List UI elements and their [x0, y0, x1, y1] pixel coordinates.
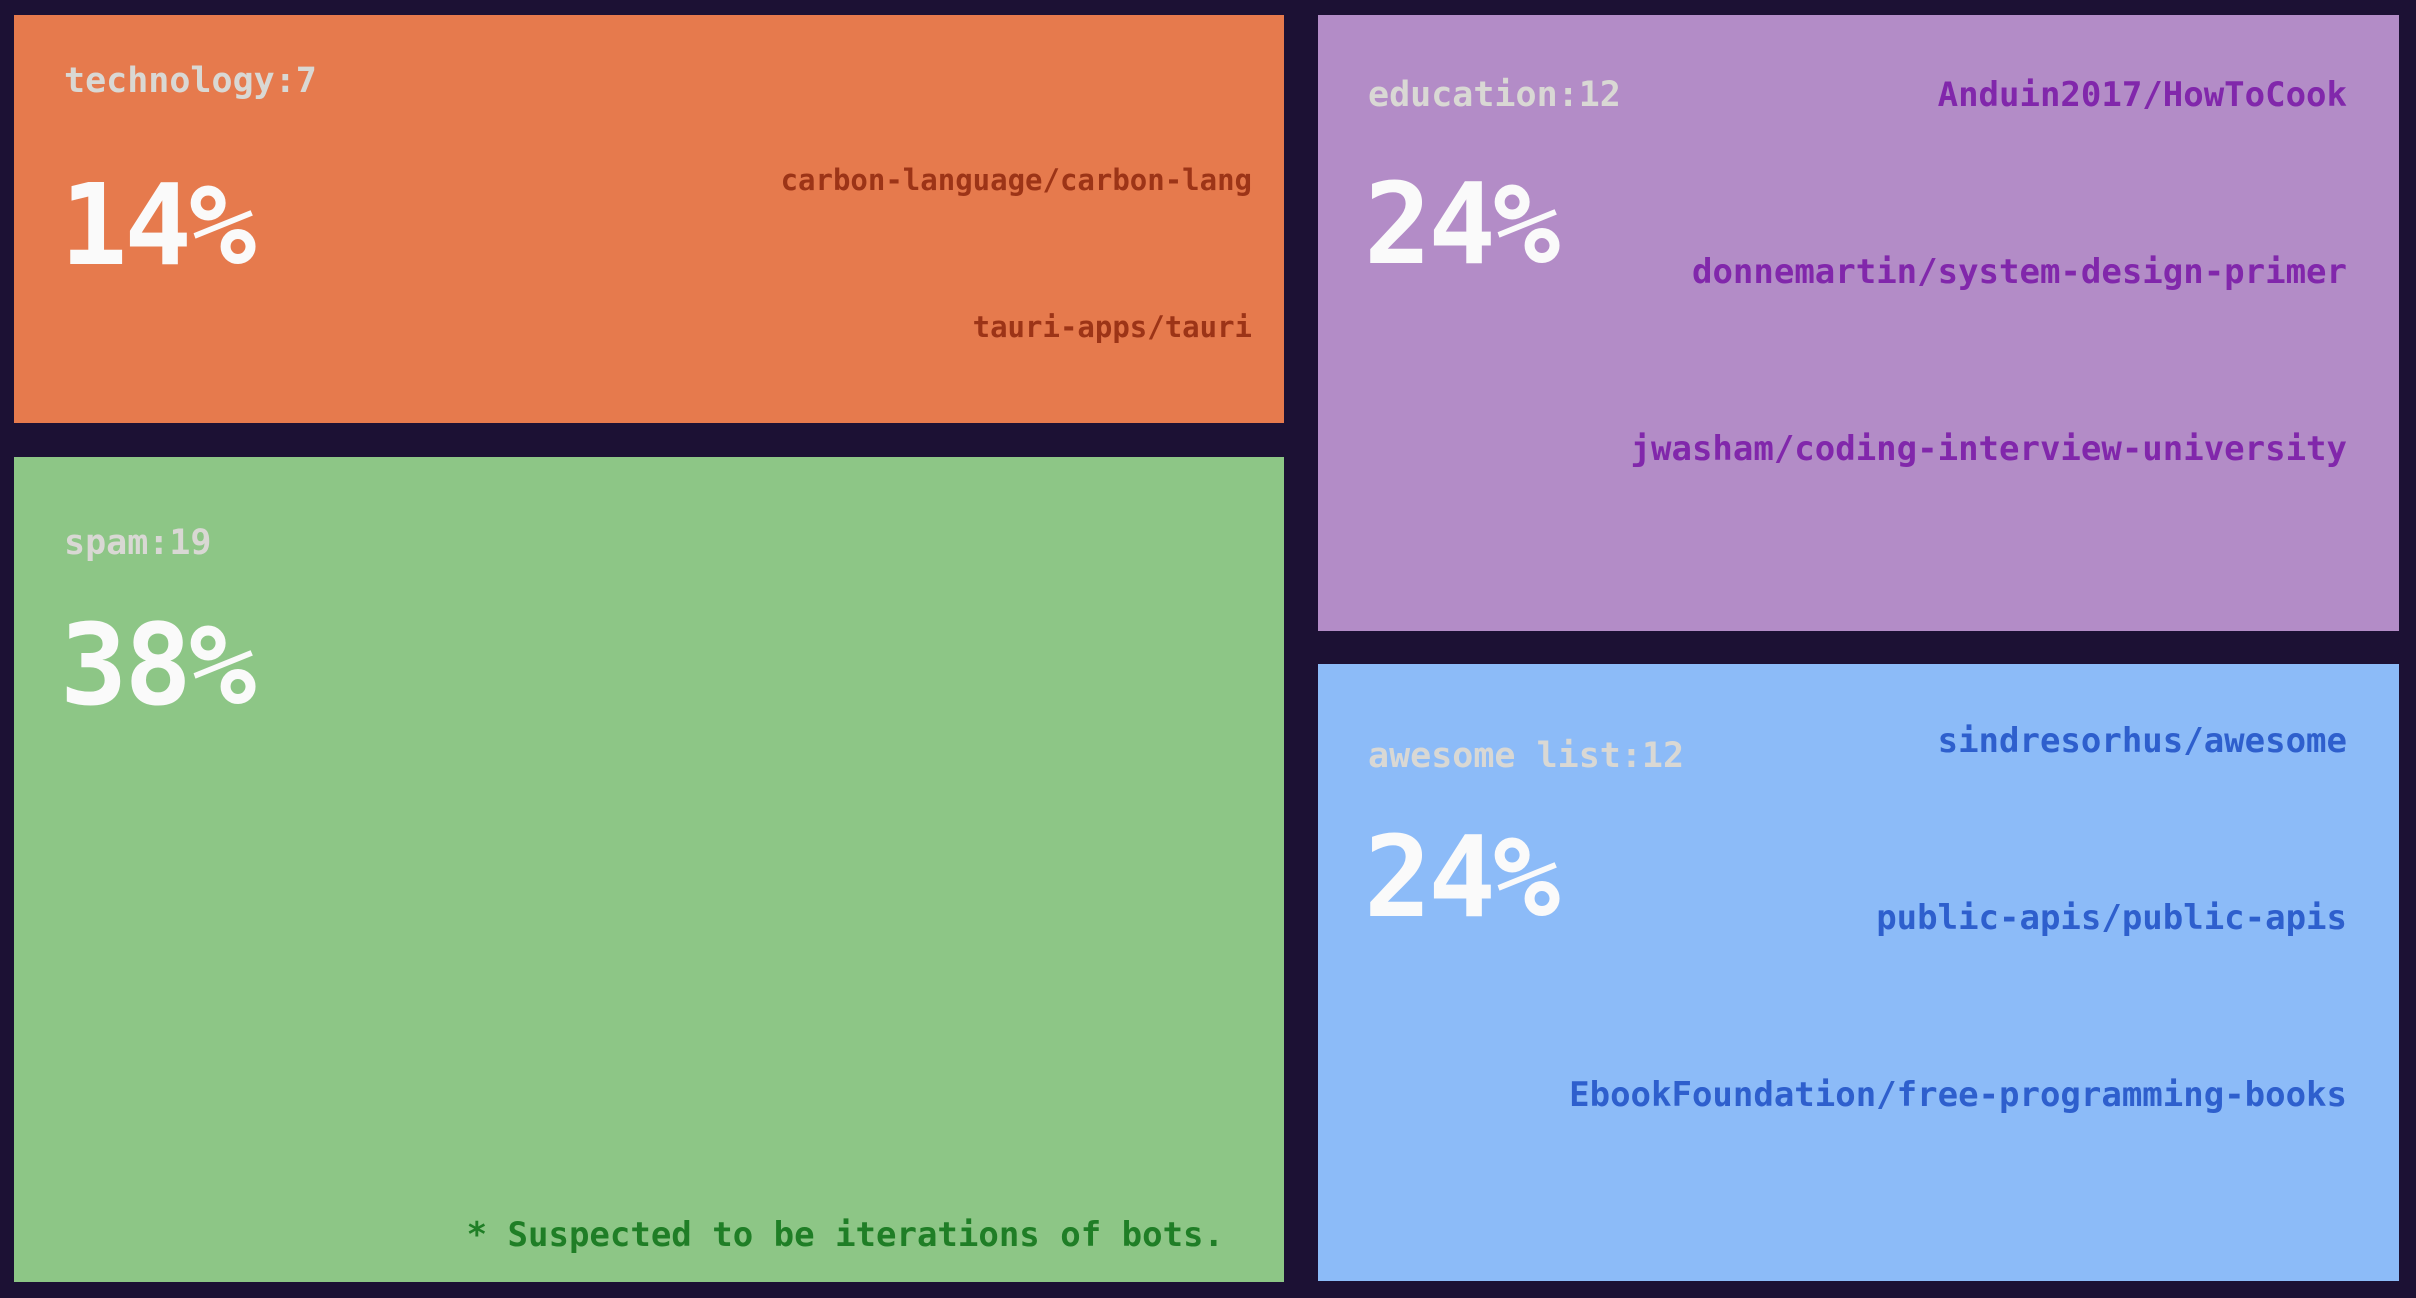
treemap-tile-awesome-list: awesome list:12 24% sindresorhus/awesome…	[1318, 664, 2399, 1281]
repo-list: sindresorhus/awesome public-apis/public-…	[1569, 594, 2347, 1243]
tile-category-label: spam:19	[64, 523, 212, 563]
repo-item: Anduin2017/HowToCook	[1937, 75, 2347, 115]
treemap-tile-spam: spam:19 38% * Suspected to be iterations…	[14, 457, 1284, 1282]
tile-category-label: technology:7	[64, 61, 317, 101]
repo-item: sindresorhus/awesome	[1937, 721, 2347, 761]
tile-percent-value: 24%	[1364, 813, 1560, 943]
tile-percent-value: 24%	[1364, 160, 1560, 290]
repo-item: EbookFoundation/free-programming-books	[1569, 1075, 2347, 1115]
tile-percent-value: 14%	[60, 161, 256, 291]
tile-category-label: awesome list:12	[1368, 736, 1685, 776]
repo-list: Anduin2017/HowToCook donnemartin/system-…	[1631, 0, 2347, 597]
repo-item: public-apis/public-apis	[1876, 898, 2347, 938]
repo-item: carbon-language/carbon-lang	[780, 163, 1252, 197]
repo-item: donnemartin/system-design-primer	[1691, 252, 2347, 292]
repo-item: jwasham/coding-interview-university	[1630, 429, 2347, 469]
repo-item: tauri-apps/tauri	[972, 310, 1252, 344]
treemap-tile-education: education:12 24% Anduin2017/HowToCook do…	[1318, 15, 2399, 631]
footnote: * Suspected to be iterations of bots.	[466, 1215, 1224, 1255]
treemap-tile-technology: technology:7 14% carbon-language/carbon-…	[14, 15, 1284, 1079]
tile-category-label: education:12	[1368, 75, 1621, 115]
tile-percent-value: 38%	[60, 601, 256, 731]
